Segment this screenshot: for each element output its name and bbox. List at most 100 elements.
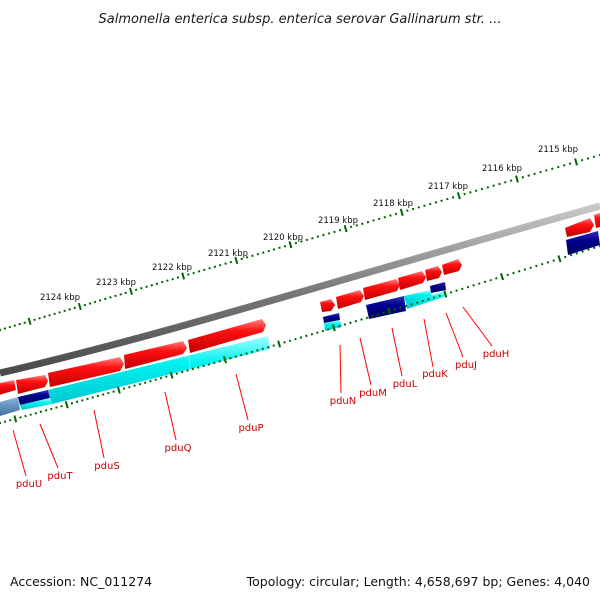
- scale-minor-tick: [155, 282, 159, 285]
- scale-minor-tick: [451, 196, 455, 199]
- scale-minor-tick: [150, 284, 153, 287]
- scale-minor-tick: [250, 350, 254, 354]
- scale-major-tick: [288, 241, 293, 249]
- gene-label-pduK: pduK: [422, 369, 448, 380]
- scale-minor-tick: [197, 270, 201, 273]
- scale-minor-tick: [327, 232, 331, 235]
- scale-minor-tick: [96, 394, 100, 398]
- scale-minor-tick: [267, 345, 270, 349]
- scale-minor-tick: [438, 294, 441, 298]
- map-title: Salmonella enterica subsp. enterica sero…: [99, 12, 502, 27]
- feature-cyan: [404, 290, 432, 303]
- scale-labels: 2115 kbp 2116 kbp 2117 kbp 2118 kbp 2119 kbp…: [40, 145, 578, 303]
- feature-cyan: [48, 336, 270, 404]
- scale-minor-tick: [455, 289, 458, 292]
- feature-steel: [0, 397, 20, 416]
- scale-label: 2117 kbp: [428, 182, 468, 192]
- scale-minor-tick: [506, 273, 510, 277]
- scale-label: 2124 kbp: [40, 293, 80, 303]
- scale-minor-tick: [552, 259, 555, 262]
- scale-minor-tick: [219, 263, 222, 267]
- cds-segment: [0, 380, 16, 395]
- scale-minor-tick: [98, 299, 102, 302]
- scale-minor-tick: [563, 255, 567, 259]
- scale-minor-tick: [112, 390, 115, 393]
- scale-minor-tick: [294, 241, 298, 245]
- scale-minor-tick: [421, 299, 425, 303]
- scale-minor-tick: [355, 224, 358, 227]
- cds-pduH: [442, 259, 462, 275]
- scale-minor-tick: [427, 297, 430, 301]
- scale-minor-tick: [474, 189, 478, 193]
- scale-major-tick: [557, 255, 562, 263]
- gene-label-pduQ: pduQ: [165, 443, 192, 454]
- scale-minor-tick: [469, 191, 472, 194]
- scale-minor-tick: [104, 297, 107, 301]
- scale-major-tick: [223, 356, 227, 364]
- gene-label-pduP: pduP: [238, 423, 263, 434]
- scale-minor-tick: [114, 294, 117, 298]
- scale-minor-tick: [509, 179, 513, 182]
- scale-minor-tick: [575, 252, 579, 255]
- cds-pduQ: [188, 319, 266, 353]
- scale-minor-tick: [53, 312, 56, 316]
- scale-minor-tick: [208, 266, 211, 270]
- accession-text: Accession: NC_011274: [10, 574, 153, 589]
- scale-minor-tick: [101, 393, 105, 396]
- scale-minor-tick: [48, 314, 51, 317]
- scale-minor-tick: [13, 324, 17, 327]
- scale-minor-tick: [417, 206, 420, 209]
- scale-minor-tick: [191, 367, 195, 371]
- scale-minor-tick: [68, 308, 71, 311]
- scale-major-tick: [277, 340, 282, 348]
- scale-minor-tick: [305, 334, 308, 338]
- genome-backbone: [0, 202, 600, 377]
- scale-minor-tick: [63, 309, 66, 313]
- scale-minor-tick: [240, 257, 243, 261]
- gene-label-pduT: pduT: [47, 471, 73, 482]
- scale-minor-tick: [486, 186, 490, 189]
- scale-minor-tick: [410, 303, 413, 306]
- scale-minor-tick: [29, 413, 32, 416]
- scale-minor-tick: [529, 266, 532, 270]
- genome-summary-text: Topology: circular; Length: 4,658,697 bp…: [246, 574, 590, 589]
- scale-minor-tick: [321, 329, 325, 333]
- scale-minor-tick: [138, 382, 142, 386]
- scale-minor-tick: [128, 385, 131, 389]
- feature-divider: [188, 354, 191, 370]
- scale-minor-tick: [581, 250, 584, 253]
- scale-minor-tick: [160, 280, 164, 284]
- scale-minor-tick: [382, 311, 385, 315]
- scale-major-tick: [129, 287, 133, 295]
- scale-minor-tick: [415, 301, 419, 304]
- cds-features: [0, 213, 600, 416]
- scale-minor-tick: [109, 296, 112, 299]
- scale-minor-tick: [557, 165, 560, 169]
- scale-minor-tick: [411, 207, 415, 211]
- scale-minor-tick: [33, 318, 36, 322]
- scale-minor-tick: [463, 192, 466, 196]
- scale-minor-tick: [472, 284, 475, 287]
- gene-label-pduH: pduH: [483, 349, 510, 360]
- scale-minor-tick: [568, 162, 572, 165]
- scale-minor-tick: [55, 406, 58, 409]
- scale-minor-tick: [546, 261, 550, 264]
- scale-minor-tick: [81, 399, 84, 402]
- scale-minor-tick: [245, 352, 248, 355]
- scale-major-tick: [181, 272, 186, 280]
- scale-label: 2115 kbp: [538, 145, 578, 155]
- scale-minor-tick: [562, 164, 566, 167]
- scale-label: 2118 kbp: [373, 199, 413, 209]
- scale-minor-tick: [393, 308, 397, 311]
- scale-minor-tick: [377, 217, 381, 221]
- scale-minor-tick: [283, 341, 286, 344]
- feature-navy: [366, 296, 406, 319]
- scale-minor-tick: [93, 300, 97, 304]
- scale-minor-tick: [483, 280, 487, 284]
- scale-minor-tick: [140, 287, 143, 290]
- scale-minor-tick: [39, 410, 43, 414]
- scale-minor-tick: [354, 319, 358, 323]
- scale-label: 2123 kbp: [96, 278, 136, 288]
- inner-scale-ticks: [0, 244, 600, 425]
- scale-minor-tick: [224, 262, 227, 265]
